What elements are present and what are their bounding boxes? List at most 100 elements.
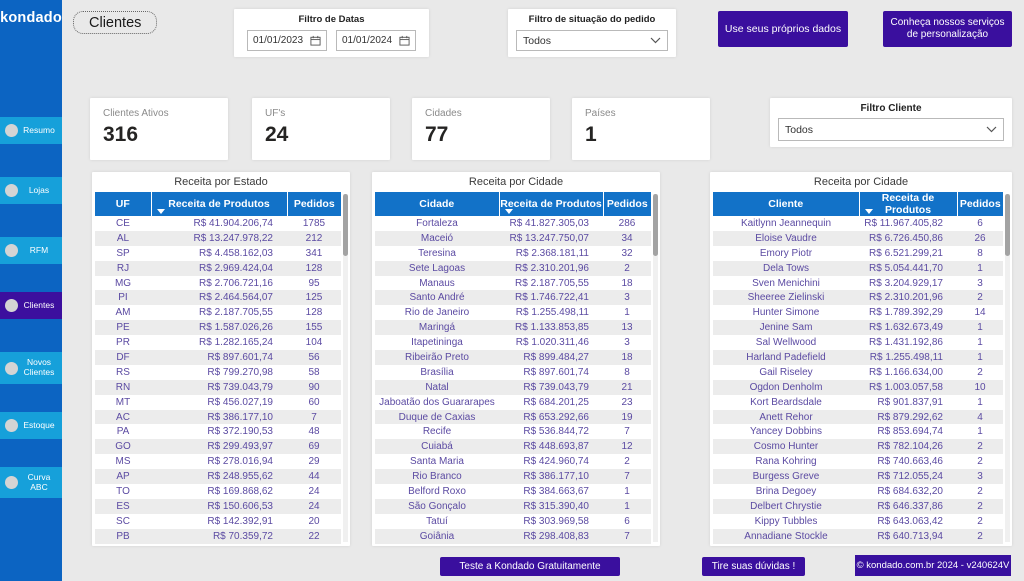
table-row[interactable]: Cuiabá R$ 448.693,87 12 bbox=[375, 439, 651, 455]
table-row[interactable]: Maceió R$ 13.247.750,07 34 bbox=[375, 230, 651, 246]
table-row[interactable]: Fortaleza R$ 41.827.305,03 286 bbox=[375, 216, 651, 231]
table-row[interactable]: Kort Beardsdale R$ 901.837,91 1 bbox=[713, 395, 1003, 410]
table-row[interactable]: Sete Lagoas R$ 2.310.201,96 2 bbox=[375, 260, 651, 276]
table-row[interactable]: PA R$ 372.190,53 48 bbox=[95, 424, 341, 439]
end-date-input[interactable]: 01/01/2024 bbox=[336, 30, 416, 51]
column-header-pedidos[interactable]: Pedidos bbox=[602, 192, 651, 216]
table-row[interactable]: Maringá R$ 1.133.853,85 13 bbox=[375, 320, 651, 336]
table-row[interactable]: GO R$ 299.493,97 69 bbox=[95, 439, 341, 455]
table-row[interactable]: Sal Wellwood R$ 1.431.192,86 1 bbox=[713, 335, 1003, 350]
table-row[interactable]: Tatuí R$ 303.969,58 6 bbox=[375, 514, 651, 529]
sidebar-item-estoque[interactable]: Estoque bbox=[0, 412, 62, 439]
free-trial-button[interactable]: Teste a Kondado Gratuitamente bbox=[440, 557, 620, 576]
doubts-button[interactable]: Tire suas dúvidas ! bbox=[702, 557, 805, 576]
table-row[interactable]: CE R$ 41.904.206,74 1785 bbox=[95, 216, 341, 231]
table-row[interactable]: SC R$ 142.392,91 20 bbox=[95, 514, 341, 529]
table-row[interactable]: Jenine Sam R$ 1.632.673,49 1 bbox=[713, 320, 1003, 336]
table-row[interactable]: AM R$ 2.187.705,55 128 bbox=[95, 305, 341, 320]
services-button[interactable]: Conheça nossos serviços de personalizaçã… bbox=[883, 11, 1012, 47]
sidebar-item-rfm[interactable]: RFM bbox=[0, 237, 62, 264]
table-row[interactable]: ES R$ 150.606,53 24 bbox=[95, 498, 341, 514]
table-row[interactable]: PI R$ 2.464.564,07 125 bbox=[95, 290, 341, 306]
sidebar-item-resumo[interactable]: Resumo bbox=[0, 117, 62, 144]
table-row[interactable]: PR R$ 1.282.165,24 104 bbox=[95, 335, 341, 350]
table-row[interactable]: Natal R$ 739.043,79 21 bbox=[375, 379, 651, 395]
column-header-pedidos[interactable]: Pedidos bbox=[286, 192, 341, 216]
table-row[interactable]: Sven Menichini R$ 3.204.929,17 3 bbox=[713, 276, 1003, 291]
table-row[interactable]: MG R$ 2.706.721,16 95 bbox=[95, 276, 341, 291]
table-row[interactable]: PE R$ 1.587.026,26 155 bbox=[95, 320, 341, 336]
table-scrollbar[interactable] bbox=[1005, 194, 1010, 542]
sidebar-item-curva-abc[interactable]: Curva ABC bbox=[0, 467, 62, 498]
start-date-input[interactable]: 01/01/2023 bbox=[247, 30, 327, 51]
table-row[interactable]: Harland Padefield R$ 1.255.498,11 1 bbox=[713, 350, 1003, 365]
table-row[interactable]: Yancey Dobbins R$ 853.694,74 1 bbox=[713, 424, 1003, 439]
table-row[interactable]: Dela Tows R$ 5.054.441,70 1 bbox=[713, 260, 1003, 276]
table-scrollbar[interactable] bbox=[343, 194, 348, 542]
table-row[interactable]: Eloise Vaudre R$ 6.726.450,86 26 bbox=[713, 230, 1003, 246]
table-row[interactable]: RS R$ 799.270,98 58 bbox=[95, 365, 341, 380]
table-row[interactable]: DF R$ 897.601,74 56 bbox=[95, 350, 341, 365]
table-row[interactable]: Santo André R$ 1.746.722,41 3 bbox=[375, 290, 651, 306]
table-row[interactable]: Rio de Janeiro R$ 1.255.498,11 1 bbox=[375, 305, 651, 320]
table-row[interactable]: Gail Riseley R$ 1.166.634,00 2 bbox=[713, 365, 1003, 380]
table-row[interactable]: MS R$ 278.016,94 29 bbox=[95, 454, 341, 469]
table-row[interactable]: MT R$ 456.027,19 60 bbox=[95, 395, 341, 410]
sidebar-item-novos-clientes[interactable]: Novos Clientes bbox=[0, 352, 62, 384]
copyright-badge[interactable]: © kondado.com.br 2024 - v240624V bbox=[855, 555, 1011, 576]
table-row[interactable]: Emory Piotr R$ 6.521.299,21 8 bbox=[713, 246, 1003, 261]
column-header-cidade[interactable]: Cidade bbox=[375, 192, 499, 216]
table-row[interactable]: RJ R$ 2.969.424,04 128 bbox=[95, 260, 341, 276]
own-data-button[interactable]: Use seus próprios dados bbox=[718, 11, 848, 47]
table-scrollbar[interactable] bbox=[653, 194, 658, 542]
table-row[interactable]: Belford Roxo R$ 384.663,67 1 bbox=[375, 484, 651, 499]
table-row[interactable]: AC R$ 386.177,10 7 bbox=[95, 409, 341, 425]
table-row[interactable]: SP R$ 4.458.162,03 341 bbox=[95, 246, 341, 261]
table-row[interactable]: Delbert Chrystie R$ 646.337,86 2 bbox=[713, 498, 1003, 514]
table-row[interactable]: Duque de Caxias R$ 653.292,66 19 bbox=[375, 409, 651, 425]
table-row[interactable]: Kaitlynn Jeannequin R$ 11.967.405,82 6 bbox=[713, 216, 1003, 231]
nav-bullet-icon bbox=[5, 184, 18, 197]
table-row[interactable]: RN R$ 739.043,79 90 bbox=[95, 379, 341, 395]
table-row[interactable]: Cosmo Hunter R$ 782.104,26 2 bbox=[713, 439, 1003, 455]
table-row[interactable]: Ogdon Denholm R$ 1.003.057,58 10 bbox=[713, 379, 1003, 395]
table-row[interactable]: Jaboatão dos Guararapes R$ 684.201,25 23 bbox=[375, 395, 651, 410]
table-row[interactable]: Hunter Simone R$ 1.789.392,29 14 bbox=[713, 305, 1003, 320]
scrollbar-thumb[interactable] bbox=[1005, 194, 1010, 256]
table-row[interactable]: Goiânia R$ 298.408,83 7 bbox=[375, 528, 651, 544]
table-row[interactable]: Burgess Greve R$ 712.055,24 3 bbox=[713, 469, 1003, 485]
table-row[interactable]: AL R$ 13.247.978,22 212 bbox=[95, 230, 341, 246]
column-header-receita[interactable]: Receita de Produtos bbox=[150, 192, 287, 216]
table-row[interactable]: Sheeree Zielinski R$ 2.310.201,96 2 bbox=[713, 290, 1003, 306]
column-header-receita[interactable]: Receita de Produtos bbox=[858, 192, 957, 216]
table-row[interactable]: Rio Branco R$ 386.177,10 7 bbox=[375, 469, 651, 485]
table-row[interactable]: Itapetininga R$ 1.020.311,46 3 bbox=[375, 335, 651, 350]
table-row[interactable]: AP R$ 248.955,62 44 bbox=[95, 469, 341, 485]
column-header-receita[interactable]: Receita de Produtos bbox=[498, 192, 603, 216]
table-row[interactable]: PB R$ 70.359,72 22 bbox=[95, 528, 341, 544]
table-row[interactable]: Recife R$ 536.844,72 7 bbox=[375, 424, 651, 439]
table-row[interactable]: São Gonçalo R$ 315.390,40 1 bbox=[375, 498, 651, 514]
table-row[interactable]: Anett Rehor R$ 879.292,62 4 bbox=[713, 409, 1003, 425]
table-row[interactable]: Manaus R$ 2.187.705,55 18 bbox=[375, 276, 651, 291]
scrollbar-thumb[interactable] bbox=[343, 194, 348, 256]
table-row[interactable]: Kippy Tubbles R$ 643.063,42 2 bbox=[713, 514, 1003, 529]
table-cell: AC bbox=[116, 411, 130, 423]
sidebar-item-clientes[interactable]: Clientes bbox=[0, 292, 62, 319]
table-row[interactable]: TO R$ 169.868,62 24 bbox=[95, 484, 341, 499]
column-header-pedidos[interactable]: Pedidos bbox=[956, 192, 1003, 216]
column-header-cliente[interactable]: Cliente bbox=[713, 192, 859, 216]
table-row[interactable]: Brina Degoey R$ 684.632,20 2 bbox=[713, 484, 1003, 499]
client-filter-dropdown[interactable]: Todos bbox=[778, 118, 1004, 141]
table-row[interactable]: Annadiane Stockle R$ 640.713,94 2 bbox=[713, 528, 1003, 544]
table-row[interactable]: Teresina R$ 2.368.181,11 32 bbox=[375, 246, 651, 261]
table-row[interactable]: Santa Maria R$ 424.960,74 2 bbox=[375, 454, 651, 469]
scrollbar-thumb[interactable] bbox=[653, 194, 658, 256]
order-status-dropdown[interactable]: Todos bbox=[516, 30, 668, 51]
sidebar-item-lojas[interactable]: Lojas bbox=[0, 177, 62, 204]
column-header-uf[interactable]: UF bbox=[95, 192, 151, 216]
table-row[interactable]: Rana Kohring R$ 740.663,46 2 bbox=[713, 454, 1003, 469]
table-row[interactable]: Brasília R$ 897.601,74 8 bbox=[375, 365, 651, 380]
revenue-by-client-table: Cliente Receita de Produtos Pedidos Kait… bbox=[713, 192, 1003, 544]
table-row[interactable]: Ribeirão Preto R$ 899.484,27 18 bbox=[375, 350, 651, 365]
